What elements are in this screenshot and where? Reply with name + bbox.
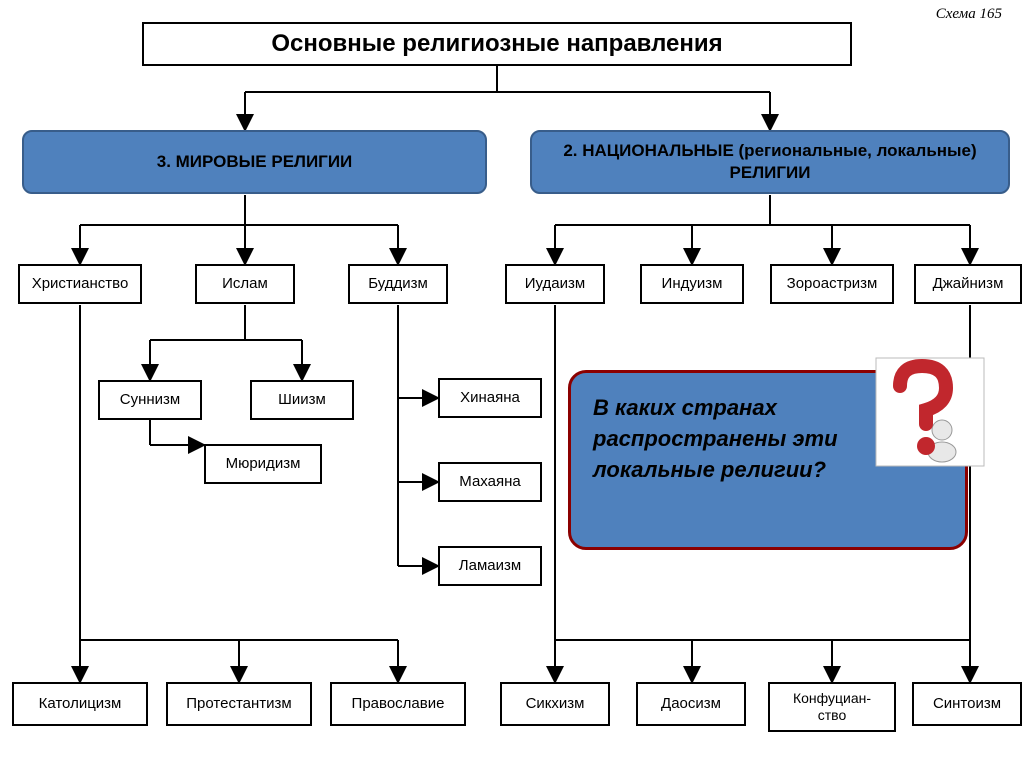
title-box: Основные религиозные направления [142,22,852,66]
node-judaism: Иудаизм [505,264,605,304]
node-islam: Ислам [195,264,295,304]
node-muridism: Мюридизм [204,444,322,484]
node-hinayana: Хинаяна [438,378,542,418]
category-national-religions: 2. НАЦИОНАЛЬНЫЕ (региональные, локальные… [530,130,1010,194]
node-christianity: Христианство [18,264,142,304]
node-orthodoxy: Православие [330,682,466,726]
node-catholicism: Католицизм [12,682,148,726]
node-jainism: Джайнизм [914,264,1022,304]
node-taoism: Даосизм [636,682,746,726]
node-sikhism: Сикхизм [500,682,610,726]
node-protestantism: Протестантизм [166,682,312,726]
node-hinduism: Индуизм [640,264,744,304]
node-sunnism: Суннизм [98,380,202,420]
node-zoroastrianism: Зороастризм [770,264,894,304]
node-buddhism: Буддизм [348,264,448,304]
node-confucianism: Конфуциан- ство [768,682,896,732]
node-mahayana: Махаяна [438,462,542,502]
node-shiism: Шиизм [250,380,354,420]
category-world-religions: 3. МИРОВЫЕ РЕЛИГИИ [22,130,487,194]
question-box: В каких странах распространены эти локал… [568,370,968,550]
node-lamaism: Ламаизм [438,546,542,586]
scheme-label: Схема 165 [936,6,1002,23]
question-text: В каких странах распространены эти локал… [593,395,838,482]
node-shintoism: Синтоизм [912,682,1022,726]
